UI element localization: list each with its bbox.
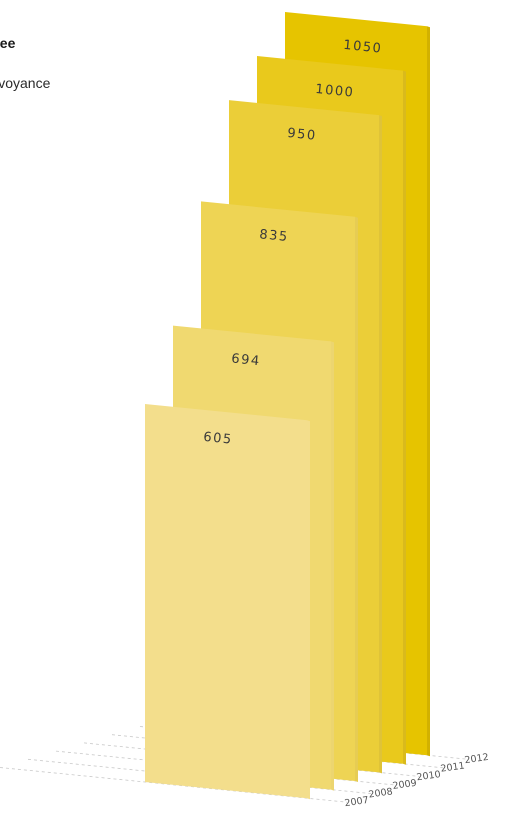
data-label-2007: 605 <box>203 430 234 448</box>
data-label-2011: 1000 <box>315 82 355 101</box>
bar-group-2007: 605 <box>145 404 310 800</box>
bar-edge-2008 <box>331 341 334 791</box>
bar-edge-2012 <box>427 26 430 757</box>
x-tick-label-2011: 2011 <box>440 761 465 775</box>
x-tick-label-2009: 2009 <box>392 778 417 792</box>
bar-edge-2007 <box>307 420 310 800</box>
chart-header: sFree 12 prévoyance o <box>0 33 178 113</box>
bar-edge-2011 <box>403 70 406 765</box>
chart-title-line-1: sFree <box>0 35 16 51</box>
data-label-2009: 835 <box>259 227 290 245</box>
x-tick-label-2012: 2012 <box>464 752 489 766</box>
bars: 1050 1000 950 835 694 605 <box>145 12 430 800</box>
bar-edge-2010 <box>379 115 382 774</box>
data-label-2010: 950 <box>287 126 318 144</box>
chart-subtitle-line-1: prévoyance <box>0 75 51 91</box>
x-tick-label-2008: 2008 <box>368 786 393 800</box>
x-tick-label-2007: 2007 <box>344 795 369 809</box>
data-label-2008: 694 <box>231 351 262 369</box>
bar-edge-2009 <box>355 216 358 782</box>
x-tick-label-2010: 2010 <box>416 769 441 783</box>
bar-2007 <box>145 404 307 799</box>
data-label-2012: 1050 <box>343 38 383 57</box>
